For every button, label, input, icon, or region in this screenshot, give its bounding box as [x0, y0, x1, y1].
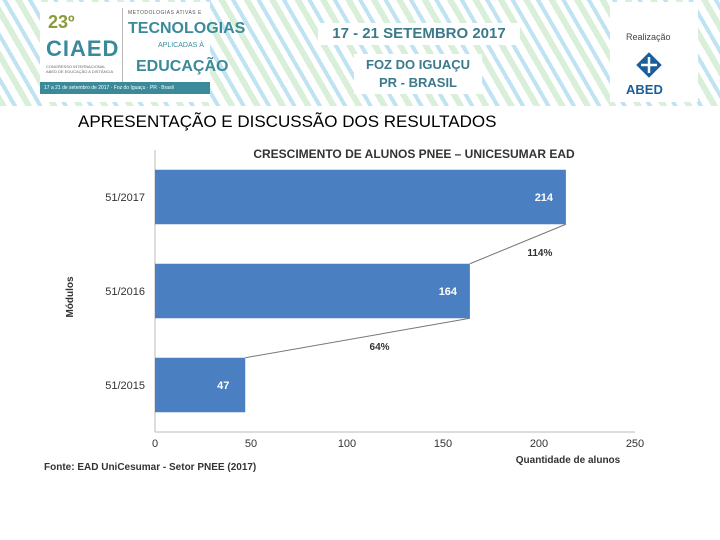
page-title: APRESENTAÇÃO E DISCUSSÃO DOS RESULTADOS [78, 112, 497, 131]
bar-value-label-1: 164 [439, 286, 458, 298]
event-dates: 17 - 21 SETEMBRO 2017 [318, 23, 520, 45]
logo-footer: 17 a 21 de setembro de 2017 · Foz do Igu… [40, 82, 210, 94]
logo-name: CIAED [46, 36, 120, 61]
logo-subtitle: CONGRESSO INTERNACIONAL ABED DE EDUCAÇÃO… [46, 64, 114, 74]
growth-bar-chart: CRESCIMENTO DE ALUNOS PNEE – UNICESUMAR … [44, 147, 644, 473]
bar-value-label-2: 47 [217, 380, 229, 392]
abed-logo-icon [636, 52, 662, 78]
growth-label-0: 114% [527, 248, 552, 259]
plot-area: 214 51/2017 164 51/2016 47 51/2015 0 50 100 150 20… [105, 150, 644, 450]
logo-divider [122, 8, 123, 86]
x-tick-label-5: 250 [626, 438, 644, 450]
realizacao-block: Realização ABED [610, 2, 698, 102]
x-axis-label: Quantidade de alunos [516, 455, 621, 466]
x-tick-label-1: 50 [245, 438, 257, 450]
chart-source: Fonte: EAD UniCesumar - Setor PNEE (2017… [44, 462, 256, 473]
x-tick-label-4: 200 [530, 438, 548, 450]
event-place-city: FOZ DO IGUAÇU [366, 57, 470, 72]
logo-theme-line1: METODOLOGIAS ATIVAS E [128, 10, 202, 16]
logo-theme-line2: TECNOLOGIAS [128, 20, 246, 37]
logo-theme-line3: APLICADAS À [158, 42, 204, 49]
category-label-1: 51/2016 [105, 286, 145, 298]
abed-label: ABED [626, 82, 663, 97]
y-axis-label: Módulos [65, 276, 76, 318]
event-place-state: PR - BRASIL [379, 75, 457, 90]
event-place: FOZ DO IGUAÇU PR - BRASIL [354, 54, 482, 94]
logo-theme-line4: EDUCAÇÃO [136, 58, 229, 75]
chart-title: CRESCIMENTO DE ALUNOS PNEE – UNICESUMAR … [253, 147, 575, 161]
x-tick-label-2: 100 [338, 438, 356, 450]
x-tick-label-3: 150 [434, 438, 452, 450]
ciaed-logo: 23º CIAED CONGRESSO INTERNACIONAL ABED D… [40, 2, 245, 102]
category-label-0: 51/2017 [105, 192, 145, 204]
x-tick-label-0: 0 [152, 438, 158, 450]
bar-2 [155, 357, 246, 413]
realizacao-label: Realização [626, 32, 671, 42]
growth-label-1: 64% [370, 342, 390, 353]
bar-0 [155, 169, 566, 225]
header-banner: 23º CIAED CONGRESSO INTERNACIONAL ABED D… [0, 0, 720, 106]
category-label-2: 51/2015 [105, 380, 145, 392]
bar-1 [155, 263, 470, 319]
growth-connector-0 [469, 223, 567, 265]
growth-connector-1 [245, 317, 470, 359]
bar-value-label-0: 214 [535, 192, 554, 204]
logo-number: 23º [48, 12, 75, 32]
